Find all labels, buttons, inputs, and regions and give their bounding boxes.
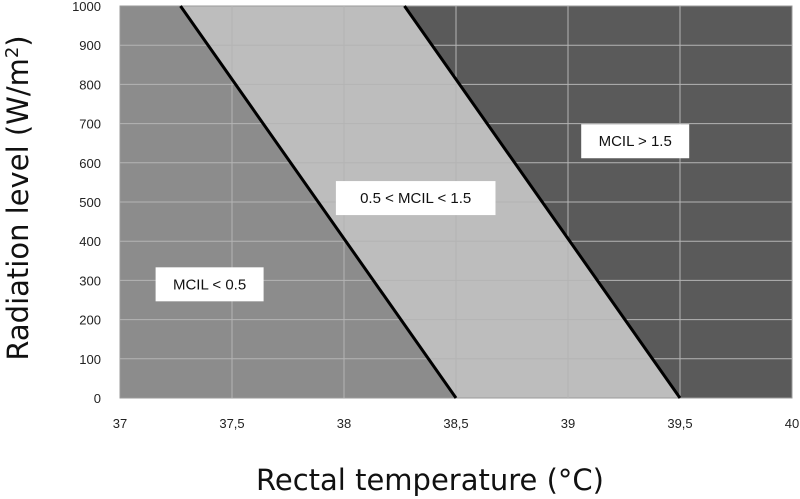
region-labels: MCIL < 0.5 0.5 < MCIL < 1.5 MCIL > 1.5 bbox=[155, 124, 690, 302]
y-tick-label: 700 bbox=[79, 117, 101, 132]
region-label-mid: 0.5 < MCIL < 1.5 bbox=[360, 190, 471, 207]
grid bbox=[120, 6, 792, 398]
y-tick-label: 500 bbox=[79, 195, 101, 210]
y-tick-label: 200 bbox=[79, 313, 101, 328]
boundary-line-1 bbox=[179, 5, 458, 399]
y-axis-title: Radiation level (W/m2) bbox=[1, 35, 35, 360]
y-tick-label: 1000 bbox=[72, 0, 101, 14]
x-tick-label: 37 bbox=[113, 416, 127, 431]
boundary-line-2 bbox=[403, 5, 682, 399]
region-label-high: MCIL > 1.5 bbox=[599, 133, 672, 150]
y-tick-label: 300 bbox=[79, 273, 101, 288]
region-label-low: MCIL < 0.5 bbox=[173, 276, 246, 293]
x-tick-label: 40 bbox=[785, 416, 799, 431]
x-tick-label: 38,5 bbox=[443, 416, 468, 431]
boundaries bbox=[179, 5, 682, 399]
x-tick-label: 37,5 bbox=[219, 416, 244, 431]
y-tick-label: 800 bbox=[79, 77, 101, 92]
x-tick-label: 39 bbox=[561, 416, 575, 431]
y-tick-label: 900 bbox=[79, 38, 101, 53]
x-tick-label: 38 bbox=[337, 416, 351, 431]
y-axis-title-end: ) bbox=[1, 35, 35, 46]
region-label-box-low bbox=[155, 267, 264, 302]
x-tick-label: 39,5 bbox=[667, 416, 692, 431]
y-tick-label: 100 bbox=[79, 352, 101, 367]
x-ticks: 37 37,5 38 38,5 39 39,5 40 bbox=[113, 416, 799, 431]
region-label-box-mid bbox=[335, 181, 496, 216]
y-axis-title-main: Radiation level (W/m bbox=[1, 58, 35, 360]
y-ticks: 0 100 200 300 400 500 600 700 800 900 1000 bbox=[72, 0, 101, 406]
y-axis-title-sup: 2 bbox=[2, 47, 23, 58]
y-tick-label: 0 bbox=[94, 391, 101, 406]
x-axis-title: Rectal temperature (°C) bbox=[256, 463, 604, 497]
y-tick-label: 400 bbox=[79, 234, 101, 249]
y-tick-label: 600 bbox=[79, 156, 101, 171]
region-label-box-high bbox=[581, 124, 690, 159]
